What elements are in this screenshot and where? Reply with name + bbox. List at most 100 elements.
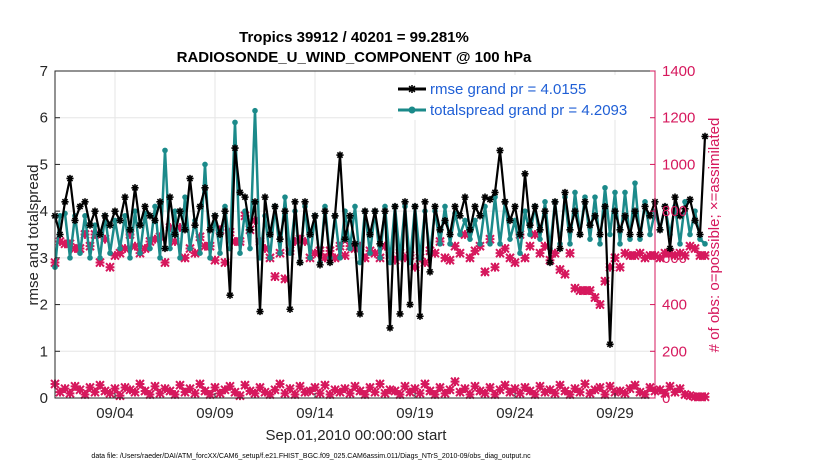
rmse-point — [361, 207, 369, 215]
assimilated-obs-marker — [655, 253, 665, 263]
legend-totalspread-label: totalspread grand pr = 4.2093 — [430, 102, 627, 119]
rmse-series — [51, 132, 709, 348]
footnote: data file: /Users/raeder/DAI/ATM_forcXX/… — [91, 453, 531, 460]
possible-obs-marker — [470, 381, 480, 392]
possible-obs-marker — [555, 380, 565, 390]
rmse-point — [181, 226, 189, 234]
plot-frame — [54, 70, 656, 399]
y-tick-label-left: 4 — [40, 203, 48, 220]
assimilated-obs-marker — [635, 248, 645, 258]
rmse-point — [376, 240, 384, 248]
totalspread-point — [172, 208, 178, 214]
rmse-point — [661, 202, 669, 211]
possible-obs-marker — [205, 389, 215, 400]
x-tick-label: 09/14 — [296, 405, 334, 422]
possible-obs-marker — [270, 385, 280, 395]
totalspread-point — [77, 250, 83, 256]
possible-obs-marker — [255, 382, 265, 393]
rmse-point — [436, 226, 444, 234]
assimilated-obs-marker — [480, 267, 490, 277]
assimilated-obs-marker — [180, 253, 190, 263]
assimilated-obs-marker — [540, 241, 550, 251]
assimilated-obs-marker — [260, 243, 270, 254]
rmse-point — [341, 235, 349, 243]
totalspread-point — [57, 213, 63, 219]
rmse-point — [561, 188, 569, 197]
assimilated-obs-marker — [625, 250, 635, 261]
possible-obs-marker — [350, 381, 360, 392]
rmse-point — [626, 230, 634, 239]
totalspread-point — [642, 199, 648, 205]
rmse-point — [486, 195, 494, 204]
rmse-point — [206, 226, 214, 234]
possible-obs-marker — [550, 388, 560, 399]
totalspread-point — [637, 236, 643, 242]
possible-obs-marker — [415, 388, 425, 399]
possible-obs-marker — [385, 385, 395, 395]
grid — [55, 71, 655, 398]
possible-obs-marker — [325, 389, 335, 400]
totalspread-point — [377, 255, 383, 261]
possible-obs-marker — [510, 383, 520, 394]
assimilated-obs-marker — [585, 285, 595, 296]
totalspread-point — [467, 236, 473, 242]
y-tick-label-left: 7 — [40, 63, 48, 80]
rmse-point — [66, 174, 74, 183]
legend-totalspread-marker — [408, 106, 416, 114]
totalspread-point — [352, 203, 358, 210]
assimilated-obs-marker — [230, 236, 240, 247]
assimilated-obs-marker — [270, 271, 280, 282]
possible-obs-marker — [395, 389, 405, 400]
possible-obs-marker — [410, 383, 420, 394]
possible-obs-marker — [345, 388, 355, 399]
y-tick-label-right: 1000 — [662, 156, 695, 173]
possible-obs-marker — [75, 385, 85, 395]
totalspread-point — [92, 222, 98, 228]
y-tick-label-left: 3 — [40, 250, 48, 267]
totalspread-point — [627, 236, 633, 242]
rmse-point — [366, 230, 374, 239]
assimilated-obs-marker — [125, 229, 135, 240]
x-tick-label: 09/24 — [496, 405, 534, 422]
rmse-point — [611, 207, 619, 215]
possible-obs-marker — [140, 386, 150, 396]
possible-obs-marker — [390, 386, 400, 396]
totalspread-point — [147, 245, 153, 252]
totalspread-point — [542, 199, 548, 205]
totalspread-point — [537, 236, 543, 242]
assimilated-obs-marker — [530, 229, 540, 240]
totalspread-point — [87, 255, 93, 261]
rmse-point — [606, 340, 614, 348]
possible-obs-marker — [530, 389, 540, 400]
possible-obs-marker — [220, 385, 230, 395]
rmse-point — [471, 202, 479, 211]
assimilated-obs-marker — [680, 250, 690, 261]
rmse-point — [556, 244, 564, 253]
rmse-point — [391, 202, 399, 211]
rmse-point — [146, 212, 154, 220]
possible-obs-marker — [165, 386, 175, 396]
y-tick-label-left: 2 — [40, 297, 48, 314]
rmse-point — [406, 300, 414, 309]
rmse-point — [301, 198, 309, 206]
assimilated-obs-marker — [525, 241, 535, 251]
rmse-point — [306, 230, 314, 239]
totalspread-point — [287, 250, 293, 256]
assimilated-obs-marker — [675, 248, 685, 258]
axes: 09/04 09/09 09/14 09/19 09/24 09/29 0 1 2 3 4 5 6 7 0 2… — [40, 63, 696, 422]
totalspread-point — [612, 189, 618, 196]
assimilated-obs-marker — [595, 299, 605, 310]
possible-obs-marker — [400, 381, 410, 392]
assimilated-obs-marker — [370, 248, 380, 258]
possible-obs-marker — [240, 380, 250, 390]
chart-title: Tropics 39912 / 40201 = 99.281% — [239, 29, 469, 46]
rmse-point — [631, 207, 639, 215]
rmse-point — [116, 216, 124, 225]
rmse-point — [251, 198, 259, 206]
totalspread-point — [337, 255, 343, 261]
totalspread-point — [442, 203, 448, 210]
totalspread-point — [367, 250, 373, 256]
possible-obs-marker — [695, 392, 705, 402]
rmse-point — [126, 226, 134, 234]
totalspread-point — [197, 250, 203, 256]
